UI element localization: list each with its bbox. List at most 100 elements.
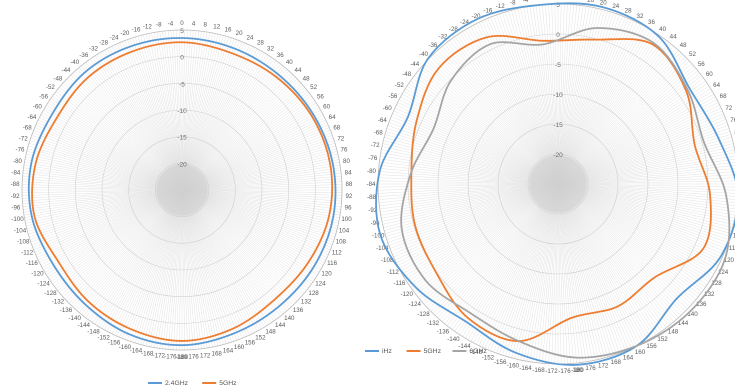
angle-tick-label: -176 <box>558 368 571 375</box>
angle-tick-label: -68 <box>23 124 33 131</box>
angle-tick-label: 144 <box>678 320 689 327</box>
angle-tick-label: 28 <box>625 8 632 15</box>
angle-tick-label: -108 <box>381 257 394 264</box>
angle-tick-label: 60 <box>323 104 330 111</box>
angle-tick-label: -152 <box>97 335 110 342</box>
radial-tick-label: 5 <box>556 2 560 9</box>
angle-tick-label: 8 <box>203 22 207 29</box>
angle-tick-label: 164 <box>623 354 634 361</box>
angle-tick-label: -144 <box>78 322 91 329</box>
angle-tick-label: 44 <box>295 67 302 74</box>
angle-tick-label: 16 <box>225 27 232 34</box>
angle-tick-label: 24 <box>246 34 253 41</box>
angle-tick-label: -100 <box>11 216 24 223</box>
angle-tick-label: -152 <box>482 354 495 361</box>
angle-tick-label: 48 <box>303 75 310 82</box>
angle-tick-label: 56 <box>317 94 324 101</box>
angle-tick-label: -80 <box>13 158 23 165</box>
angle-tick-label: -140 <box>69 315 82 322</box>
angle-tick-label: 4 <box>550 0 554 1</box>
series-line-2.4ghz <box>28 37 337 347</box>
angle-tick-label: 120 <box>321 271 332 278</box>
angle-tick-label: -176 <box>164 354 177 361</box>
polar-chart-right: -20-15-10-505-180-176-172-168-164-160-15… <box>365 0 735 375</box>
angle-tick-label: 156 <box>245 340 256 347</box>
angle-tick-label: -60 <box>383 105 393 112</box>
angle-tick-label: -92 <box>368 207 378 214</box>
angle-tick-label: 52 <box>310 84 317 91</box>
angle-tick-label: 4 <box>192 20 196 27</box>
angle-tick-label: -40 <box>419 51 429 58</box>
angle-tick-label: 128 <box>711 280 722 287</box>
angle-tick-label: 164 <box>223 348 234 355</box>
angle-tick-label: -28 <box>99 40 109 47</box>
angle-tick-label: -8 <box>156 22 162 29</box>
radial-tick-label: -10 <box>553 92 563 99</box>
angle-tick-label: 168 <box>611 359 622 366</box>
angle-tick-label: -80 <box>367 168 377 175</box>
angle-tick-label: -44 <box>62 67 72 74</box>
outer-ring <box>21 29 343 351</box>
center-core <box>156 164 208 216</box>
angle-tick-label: -64 <box>378 117 388 124</box>
angle-tick-label: -124 <box>409 301 422 308</box>
angle-tick-label: 176 <box>585 365 596 372</box>
angle-tick-label: -128 <box>44 290 57 297</box>
radial-tick-label: 5 <box>180 28 184 35</box>
angle-tick-label: 64 <box>713 82 720 89</box>
angle-tick-label: 12 <box>574 0 581 2</box>
angle-tick-label: -140 <box>447 336 460 343</box>
angle-tick-label: 100 <box>341 216 352 223</box>
angle-tick-label: -52 <box>395 82 405 89</box>
angle-tick-label: 160 <box>635 349 646 356</box>
legend-label: 5GHz <box>424 348 442 355</box>
angle-tick-label: 124 <box>718 269 729 276</box>
angle-tick-label: -84 <box>367 181 377 188</box>
angle-tick-label: -36 <box>79 52 89 59</box>
series-line-5ghz <box>31 41 333 342</box>
angle-tick-label: 72 <box>337 135 344 142</box>
radial-tick-label: -10 <box>177 108 187 115</box>
angle-tick-label: -68 <box>374 130 384 137</box>
angle-tick-label: -112 <box>21 250 33 257</box>
angle-tick-label: 76 <box>730 117 735 124</box>
angle-tick-label: -96 <box>371 220 381 227</box>
angle-tick-label: 76 <box>341 147 348 154</box>
angle-tick-label: 60 <box>706 71 713 78</box>
angle-tick-label: -136 <box>437 328 450 335</box>
angle-tick-label: -124 <box>37 280 50 287</box>
angle-tick-label: -164 <box>130 348 143 355</box>
angle-tick-label: 148 <box>668 328 679 335</box>
angle-tick-label: -24 <box>460 19 470 26</box>
angle-tick-label: -12 <box>496 3 506 10</box>
angle-tick-label: -60 <box>33 104 43 111</box>
angle-tick-label: -104 <box>14 227 27 234</box>
angle-tick-label: 36 <box>277 52 284 59</box>
angle-tick-label: 172 <box>200 352 211 359</box>
radial-tick-label: 0 <box>180 55 184 62</box>
angle-tick-label: 0 <box>537 0 541 2</box>
angle-tick-label: 44 <box>670 34 677 41</box>
angle-tick-label: 180 <box>177 354 188 361</box>
angle-tick-label: 176 <box>188 354 199 361</box>
angle-tick-label: -112 <box>387 269 399 276</box>
angle-tick-label: 152 <box>255 335 266 342</box>
angle-tick-label: -16 <box>132 27 142 34</box>
angle-tick-label: 152 <box>657 336 668 343</box>
angle-tick-label: 96 <box>345 205 352 212</box>
radial-tick-label: -20 <box>553 152 563 159</box>
angle-tick-label: 68 <box>720 93 727 100</box>
angle-tick-label: 116 <box>729 245 735 252</box>
angle-tick-label: -4 <box>523 0 529 4</box>
angle-tick-label: -128 <box>417 311 430 318</box>
angle-tick-label: 132 <box>301 299 312 306</box>
angle-tick-label: -168 <box>141 350 154 357</box>
angle-tick-label: 64 <box>329 114 336 121</box>
angle-tick-label: 136 <box>696 301 707 308</box>
radial-tick-label: -5 <box>179 81 185 88</box>
angle-tick-label: 28 <box>257 40 264 47</box>
angle-tick-label: -116 <box>393 280 405 287</box>
angle-tick-label: 52 <box>689 51 696 58</box>
angle-tick-label: -132 <box>427 320 440 327</box>
